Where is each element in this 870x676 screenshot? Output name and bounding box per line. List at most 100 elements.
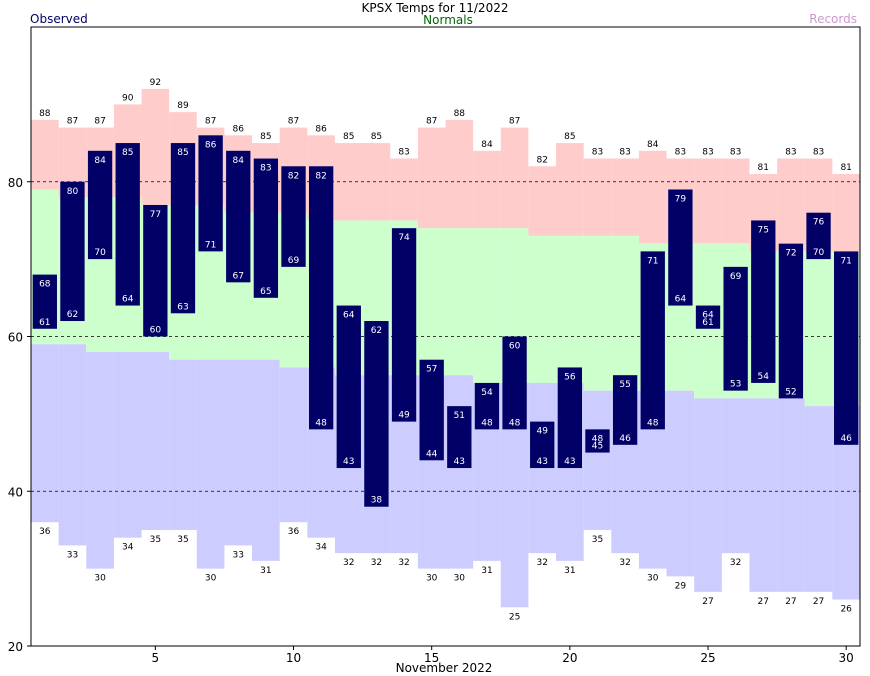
record-low-label: 35 [177,535,188,545]
observed-low-label: 64 [675,295,687,305]
observed-bars [32,135,859,507]
record-low-band [583,390,612,530]
gridlines [31,181,860,492]
observed-low-label: 67 [233,271,244,281]
record-high-label: 87 [426,117,437,127]
record-low-band [113,351,142,538]
normal-band [528,235,557,383]
record-high-label: 82 [536,155,547,165]
record-high-label: 85 [564,132,575,142]
record-low-band [694,398,722,592]
observed-high-label: 84 [94,156,106,166]
observed-bar [640,251,665,430]
record-high-label: 89 [177,101,189,111]
record-high-band [611,158,639,236]
record-high-label: 84 [481,140,493,150]
record-high-label: 83 [619,148,630,158]
observed-high-label: 82 [288,171,299,181]
x-tick-label: 30 [839,651,854,665]
observed-bar [336,305,361,469]
record-high-band [390,158,418,221]
record-high-label: 83 [702,148,713,158]
normal-band [611,235,639,391]
observed-low-label: 60 [150,326,162,336]
normal-band [583,235,612,391]
observed-high-label: 80 [67,187,79,197]
observed-high-label: 60 [509,342,521,352]
observed-low-label: 46 [619,434,631,444]
observed-high-label: 85 [122,148,133,158]
record-low-band [279,367,308,523]
observed-low-label: 70 [94,248,106,258]
record-low-label: 34 [315,543,327,553]
observed-bar [695,305,721,329]
observed-low-label: 48 [647,418,659,428]
record-low-label: 30 [205,574,217,584]
observed-high-label: 79 [675,194,687,204]
record-high-label: 87 [67,117,78,127]
record-high-label: 92 [150,78,161,88]
observed-high-label: 77 [150,210,161,220]
normal-band [804,251,833,407]
record-high-label: 85 [371,132,382,142]
record-low-label: 29 [675,581,687,591]
record-high-label: 87 [94,117,105,127]
observed-high-label: 56 [564,372,576,382]
observed-low-label: 53 [730,380,741,390]
observed-bar [143,204,168,337]
record-high-label: 86 [315,124,327,134]
record-high-label: 81 [840,163,851,173]
observed-high-label: 54 [481,388,493,398]
record-low-band [58,344,87,546]
record-low-label: 27 [702,597,713,607]
observed-high-label: 51 [454,411,465,421]
observed-bar [530,421,555,469]
record-low-label: 27 [813,597,824,607]
record-low-label: 35 [150,535,161,545]
record-low-band [777,398,805,592]
observed-bar [87,150,113,260]
record-low-band [252,359,280,561]
observed-high-label: 85 [177,148,188,158]
observed-bar [364,321,389,507]
record-high-label: 87 [509,117,520,127]
observed-low-label: 44 [426,449,438,459]
observed-high-label: 64 [702,311,714,321]
observed-bar [198,135,223,252]
observed-bar [226,150,251,283]
record-high-band [638,150,667,244]
record-high-band [445,119,474,229]
observed-bar [419,359,444,461]
record-low-band [141,351,170,530]
record-high-label: 83 [813,148,824,158]
record-low-label: 26 [840,605,852,615]
record-low-label: 34 [122,543,134,553]
observed-high-label: 49 [536,427,548,437]
y-tick-label: 40 [8,485,23,499]
observed-low-label: 48 [481,418,493,428]
observed-low-label: 38 [371,496,383,506]
record-low-band [445,375,474,569]
record-high-band [473,150,501,229]
record-high-label: 81 [758,163,769,173]
x-tick-label: 20 [562,651,577,665]
record-low-label: 31 [564,566,575,576]
record-low-label: 27 [785,597,796,607]
record-low-band [804,406,833,592]
observed-low-label: 48 [315,418,327,428]
observed-bar [60,181,85,322]
legend-records: Records [809,12,857,26]
normal-band [556,235,584,383]
observed-bar [253,158,279,298]
observed-bar [308,166,334,430]
record-low-label: 32 [371,558,382,568]
record-high-band [583,158,612,236]
record-high-band [417,127,446,229]
record-high-label: 88 [454,109,466,119]
observed-bar [806,212,831,260]
observed-low-label: 43 [564,457,575,467]
record-high-label: 83 [730,148,741,158]
observed-low-label: 54 [758,372,770,382]
record-low-label: 30 [94,574,106,584]
record-high-label: 83 [675,148,686,158]
